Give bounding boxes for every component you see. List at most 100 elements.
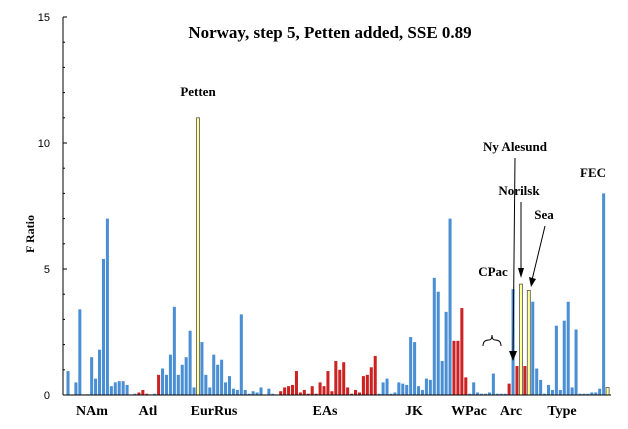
bar	[168, 354, 172, 395]
bar	[133, 393, 137, 395]
bar	[164, 374, 168, 395]
bar	[464, 377, 468, 395]
bar	[515, 366, 519, 395]
bar	[255, 392, 259, 395]
group-label: EAs	[313, 404, 338, 419]
bar	[302, 389, 306, 395]
annotation-arrowhead	[518, 268, 524, 278]
bar	[598, 388, 602, 395]
bar	[113, 382, 117, 395]
group-label: EurRus	[191, 404, 238, 419]
bar	[216, 364, 220, 395]
bar	[101, 258, 105, 395]
bar	[543, 393, 547, 395]
bar	[172, 306, 176, 395]
bar	[117, 381, 121, 395]
bar	[98, 349, 102, 395]
bar	[361, 376, 365, 395]
bar	[456, 340, 460, 395]
bar	[298, 392, 302, 395]
bar	[432, 277, 436, 395]
bar	[287, 386, 291, 395]
bar	[586, 393, 590, 395]
bar	[220, 359, 224, 395]
annotation-pointer-line	[531, 225, 546, 281]
bar	[235, 389, 239, 395]
annotation-label: CPac	[478, 264, 508, 279]
bar	[503, 393, 507, 395]
bar	[401, 383, 405, 395]
bar	[480, 393, 484, 395]
bar	[590, 392, 594, 395]
bar	[550, 389, 554, 395]
bar	[354, 389, 358, 395]
bar	[94, 378, 98, 395]
bar	[531, 301, 535, 395]
bar	[212, 354, 216, 395]
bar	[90, 357, 94, 395]
bar	[405, 384, 409, 395]
bar	[125, 384, 129, 395]
bar	[546, 384, 551, 395]
bar	[137, 392, 141, 395]
bar	[562, 320, 566, 395]
bar	[507, 383, 511, 395]
bar	[605, 387, 610, 396]
bar	[271, 393, 275, 395]
annotation-label: FEC	[580, 165, 606, 180]
bar	[109, 386, 113, 395]
bar	[208, 387, 212, 395]
bar	[487, 392, 491, 395]
bar	[413, 342, 417, 395]
bar	[247, 393, 251, 395]
bar	[452, 340, 456, 395]
bar	[558, 389, 562, 395]
bar	[141, 389, 145, 395]
bar	[369, 367, 373, 395]
annotation-pointer-line	[512, 157, 516, 361]
bar	[570, 387, 574, 395]
bar	[472, 382, 476, 395]
bar	[357, 392, 361, 395]
bar	[444, 311, 448, 395]
bar	[539, 379, 543, 395]
bar	[318, 382, 322, 395]
bar	[330, 391, 334, 395]
bar	[342, 362, 346, 395]
group-labels-layer: NAm Atl EurRus EAs JK WPac Arc Type	[76, 404, 577, 419]
bar	[231, 388, 235, 395]
bar	[105, 218, 109, 395]
bar	[192, 387, 196, 395]
bar	[526, 290, 531, 396]
bar	[566, 301, 570, 395]
bar	[582, 393, 586, 395]
bar	[409, 337, 413, 395]
bar	[460, 308, 464, 395]
bar	[188, 330, 192, 395]
bar	[326, 371, 330, 395]
bar	[448, 218, 452, 395]
bar	[397, 382, 401, 395]
bar	[428, 379, 432, 395]
bar	[161, 368, 165, 395]
bar	[523, 366, 527, 395]
bar	[259, 387, 263, 395]
bar	[393, 392, 397, 395]
bar	[554, 325, 558, 395]
bar	[338, 369, 342, 395]
bar	[224, 382, 228, 395]
group-label: JK	[405, 404, 423, 419]
bar	[204, 374, 208, 395]
bar	[251, 391, 255, 395]
group-label: Atl	[139, 404, 158, 419]
bar	[346, 387, 350, 395]
y-tick-label: 0	[44, 390, 50, 402]
bar	[184, 357, 188, 395]
bar	[476, 392, 480, 395]
bars-layer	[66, 117, 610, 396]
bar	[334, 360, 338, 395]
bar	[227, 376, 232, 395]
group-label: NAm	[76, 404, 108, 419]
bar	[180, 364, 184, 395]
bar	[306, 393, 310, 395]
